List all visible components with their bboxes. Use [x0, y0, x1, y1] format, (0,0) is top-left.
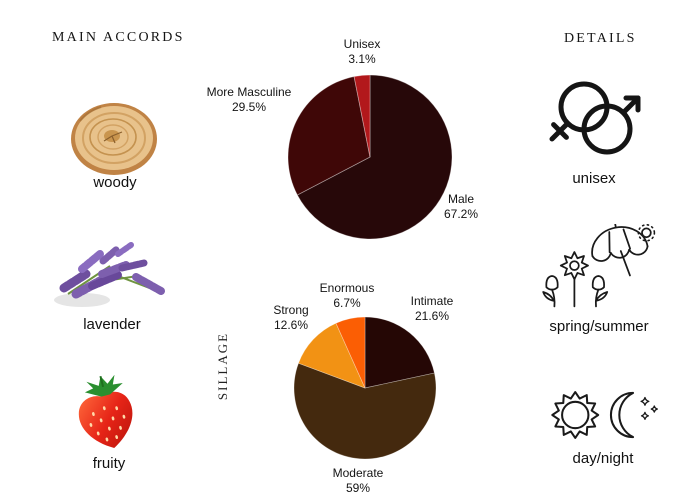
pie-slice-enormous — [335, 317, 366, 389]
pie-label-more-masculine: More Masculine 29.5% — [206, 85, 292, 114]
sillage-pie-chart — [294, 317, 436, 459]
lavender-sprig-icon — [48, 238, 178, 319]
main-accords-title: MAIN ACCORDS — [52, 30, 185, 45]
sillage-axis-label: SILLAGE — [215, 331, 230, 401]
accord-label-lavender: lavender — [83, 316, 141, 333]
pie-slice-strong — [298, 322, 366, 389]
pie-label-unisex: Unisex 3.1% — [343, 37, 381, 66]
detail-label-unisex: unisex — [572, 170, 616, 187]
pie-label-male: Male 67.2% — [443, 192, 479, 221]
pie-label-moderate: Moderate 59% — [332, 466, 384, 495]
details-title: DETAILS — [564, 31, 637, 46]
pie-label-strong: Strong 12.6% — [273, 303, 309, 332]
pie-slice-male — [296, 75, 452, 239]
flowers-umbrella-sun-icon — [536, 223, 656, 317]
male-female-symbols-icon — [544, 76, 644, 169]
pie-slice-intimate — [364, 317, 435, 389]
pie-label-enormous: Enormous 6.7% — [319, 281, 375, 310]
accord-label-fruity: fruity — [92, 455, 126, 472]
pie-slice-moderate — [294, 362, 436, 459]
sun-moon-icon — [538, 381, 672, 454]
gender-pie-chart — [288, 75, 452, 239]
strawberry-icon — [64, 374, 150, 458]
pie-slice-more-masculine — [288, 76, 371, 196]
pie-label-intimate: Intimate 21.6% — [410, 294, 454, 323]
detail-label-day-night: day/night — [572, 450, 634, 467]
wood-slice-icon — [68, 101, 160, 182]
accord-label-woody: woody — [93, 174, 137, 191]
detail-label-spring-summer: spring/summer — [549, 318, 649, 335]
pie-slice-unisex — [353, 75, 371, 158]
